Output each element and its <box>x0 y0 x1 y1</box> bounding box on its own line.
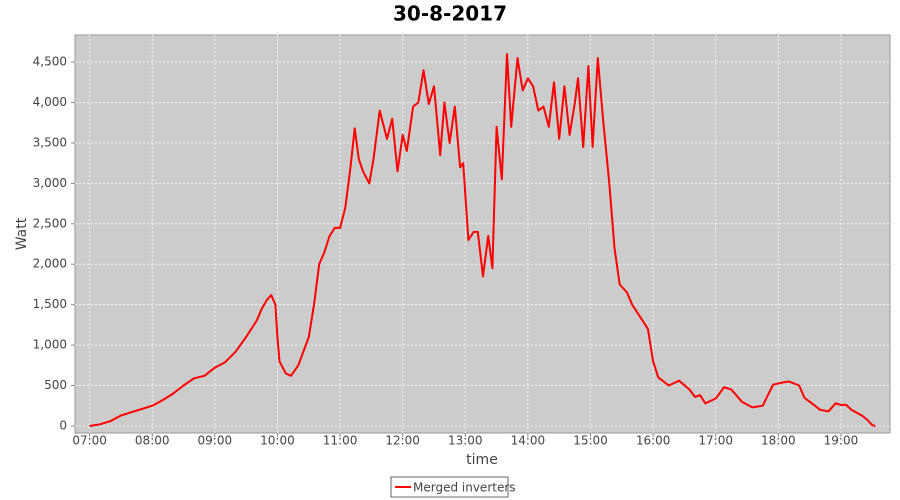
y-tick-label: 2,000 <box>33 257 67 271</box>
chart-title: 30-8-2017 <box>393 2 507 26</box>
x-tick-label: 12:00 <box>385 434 420 448</box>
legend-box <box>390 476 509 498</box>
x-tick-label: 07:00 <box>72 434 107 448</box>
x-tick-label: 10:00 <box>260 434 295 448</box>
x-tick-label: 14:00 <box>511 434 546 448</box>
x-tick-label: 18:00 <box>761 434 796 448</box>
legend-label: Merged inverters <box>413 481 516 495</box>
data-line <box>89 53 876 427</box>
x-tick-label: 15:00 <box>573 434 608 448</box>
y-tick-label: 4,500 <box>33 55 67 69</box>
y-tick-label: 500 <box>44 378 67 392</box>
x-tick-label: 08:00 <box>135 434 170 448</box>
legend: Merged inverters <box>390 476 516 498</box>
y-tick-label: 3,000 <box>33 176 67 190</box>
x-tick-label: 09:00 <box>198 434 233 448</box>
plot-area <box>74 34 891 434</box>
x-tick-label: 13:00 <box>448 434 483 448</box>
x-tick-label: 16:00 <box>636 434 671 448</box>
y-tick-label: 4,000 <box>33 95 67 109</box>
y-tick-label: 1,500 <box>33 297 67 311</box>
y-tick-label: 1,000 <box>33 338 67 352</box>
x-axis-title: time <box>466 452 498 468</box>
x-tick-label: 11:00 <box>323 434 358 448</box>
y-tick-label: 2,500 <box>33 216 67 230</box>
x-tick-label: 17:00 <box>698 434 733 448</box>
y-tick-label: 3,500 <box>33 135 67 149</box>
y-tick-label: 0 <box>59 418 67 432</box>
y-axis-title: Watt <box>14 217 30 250</box>
x-tick-label: 19:00 <box>824 434 859 448</box>
